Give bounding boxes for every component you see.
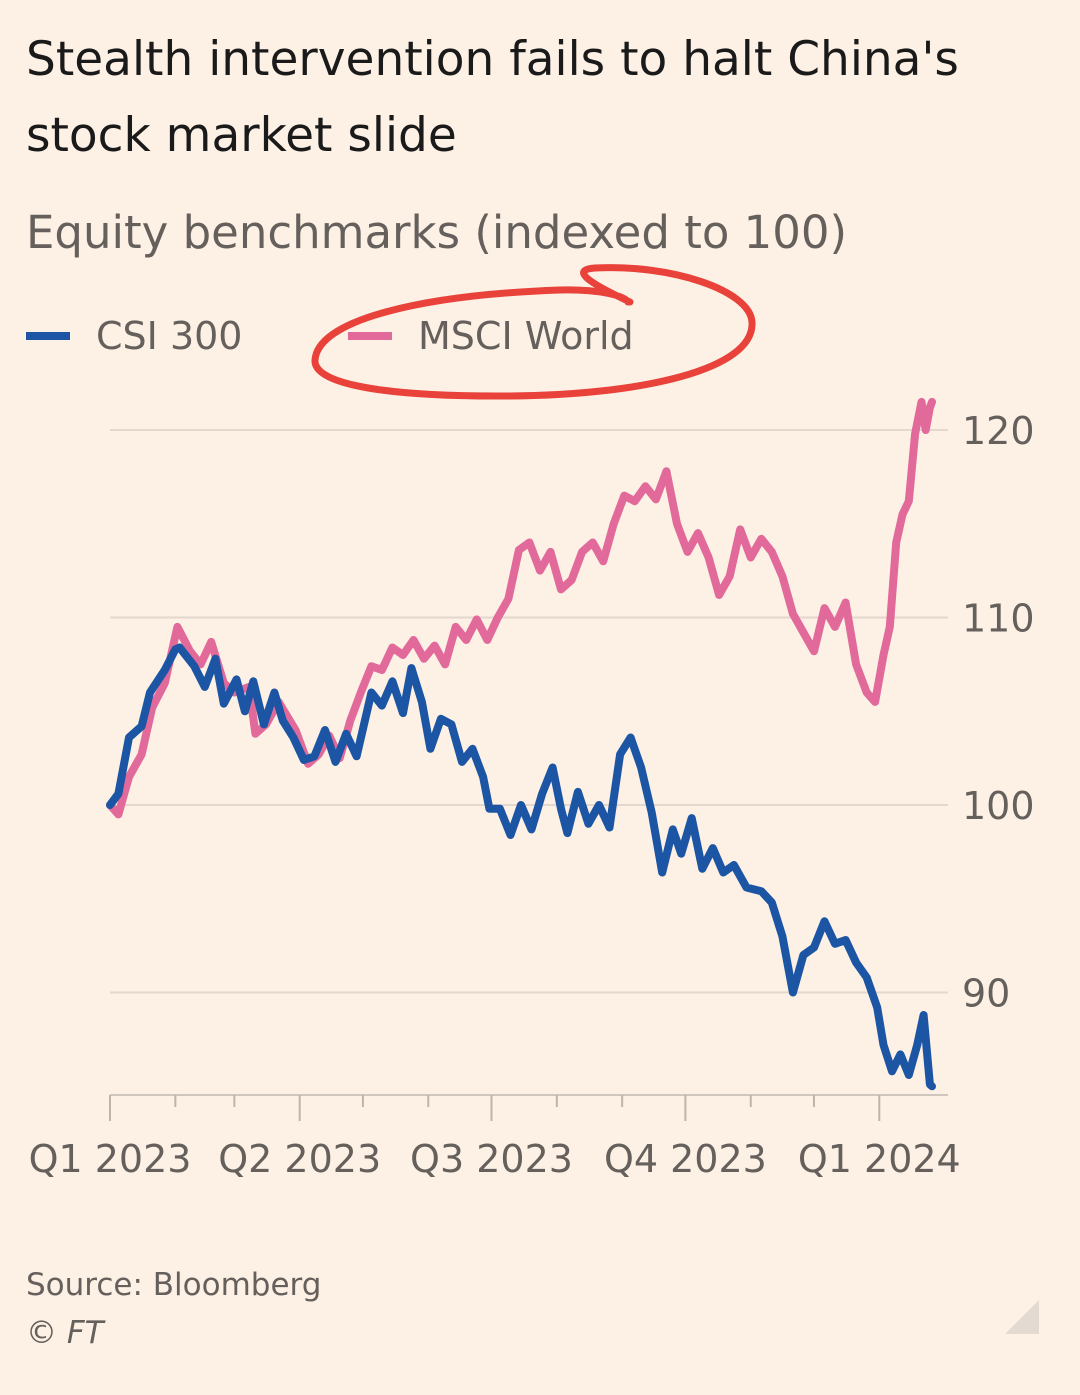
y-tick-label-120: 120	[962, 409, 1035, 453]
chart-area: 90 100 110 120 Q1 2023 Q2 2023 Q3 2023 Q4 2023…	[29, 397, 1035, 1181]
y-tick-label-100: 100	[962, 784, 1035, 828]
x-axis-labels: Q1 2023 Q2 2023 Q3 2023 Q4 2023 Q1 2024	[29, 1137, 961, 1181]
x-tick-label-4: Q1 2024	[798, 1137, 961, 1181]
x-tick-label-2: Q3 2023	[410, 1137, 573, 1181]
x-tick-label-3: Q4 2023	[604, 1137, 767, 1181]
legend-swatch-msci-world	[348, 332, 392, 340]
x-axis	[109, 1094, 948, 1121]
y-axis-labels: 90 100 110 120	[962, 409, 1035, 1016]
triangle-corner-icon	[1005, 1300, 1039, 1334]
legend-swatch-csi-300	[26, 332, 70, 340]
y-tick-label-90: 90	[962, 972, 1010, 1016]
series-line-csi-300	[106, 643, 936, 1091]
grid-lines	[110, 429, 948, 994]
annotation-circle	[311, 264, 756, 400]
legend-label-csi-300: CSI 300	[96, 314, 243, 358]
legend-label-msci-world: MSCI World	[418, 314, 634, 358]
source-note: Source: Bloomberg	[26, 1267, 322, 1303]
x-tick-label-0: Q1 2023	[29, 1137, 192, 1181]
series-lines	[106, 397, 936, 1091]
series-line-msci-world	[106, 397, 936, 819]
page-title: Stealth intervention fails to halt China…	[26, 32, 959, 163]
copyright-credit: © FT	[26, 1315, 104, 1351]
x-tick-label-1: Q2 2023	[218, 1137, 381, 1181]
chart-subtitle: Equity benchmarks (indexed to 100)	[26, 206, 848, 259]
y-tick-label-110: 110	[962, 597, 1035, 641]
